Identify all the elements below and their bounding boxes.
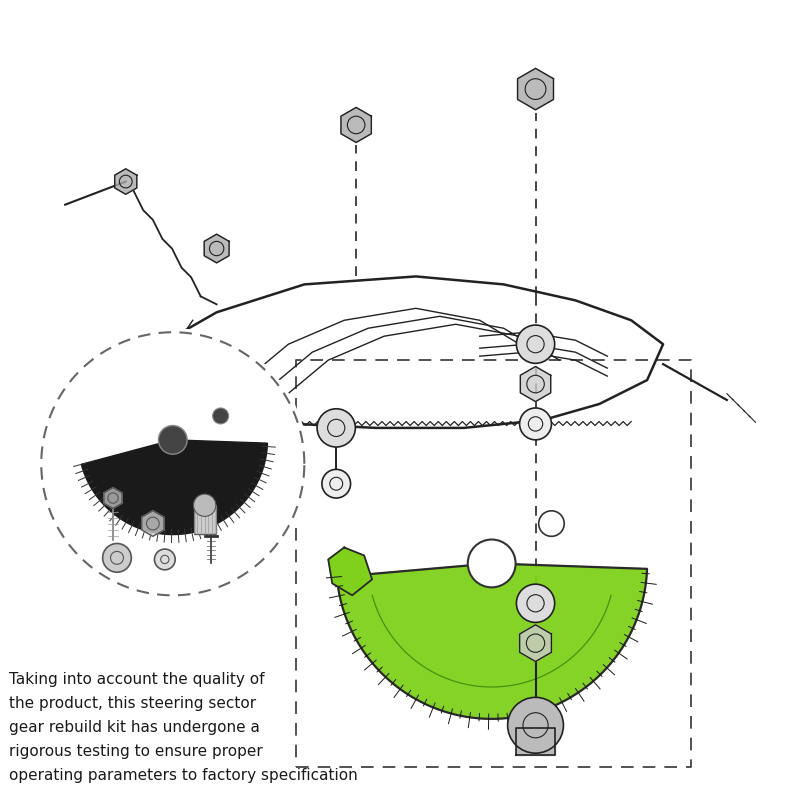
- Polygon shape: [341, 107, 371, 142]
- Circle shape: [468, 539, 515, 587]
- Polygon shape: [328, 547, 372, 595]
- Circle shape: [516, 325, 554, 363]
- Polygon shape: [114, 169, 137, 194]
- Polygon shape: [518, 68, 554, 110]
- Polygon shape: [520, 366, 550, 402]
- Circle shape: [194, 494, 216, 516]
- Circle shape: [317, 409, 355, 447]
- Circle shape: [154, 549, 175, 570]
- Polygon shape: [104, 488, 122, 509]
- Circle shape: [102, 543, 131, 572]
- Circle shape: [213, 408, 229, 424]
- Polygon shape: [337, 563, 647, 719]
- Circle shape: [158, 426, 187, 454]
- Circle shape: [519, 408, 551, 440]
- Polygon shape: [89, 384, 153, 440]
- Polygon shape: [142, 511, 164, 536]
- Bar: [194, 506, 216, 534]
- Text: Taking into account the quality of
the product, this steering sector
gear rebuil: Taking into account the quality of the p…: [10, 672, 358, 782]
- Circle shape: [322, 470, 350, 498]
- Polygon shape: [520, 625, 551, 662]
- Polygon shape: [121, 277, 663, 428]
- Circle shape: [508, 698, 563, 753]
- Polygon shape: [515, 729, 555, 754]
- Polygon shape: [82, 440, 267, 534]
- Polygon shape: [204, 234, 229, 263]
- Circle shape: [516, 584, 554, 622]
- Circle shape: [42, 332, 304, 595]
- Circle shape: [538, 511, 564, 536]
